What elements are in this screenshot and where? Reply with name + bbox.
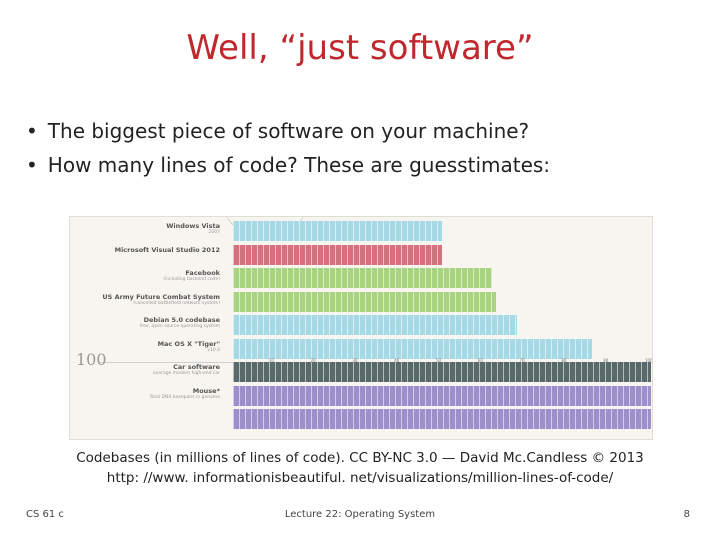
figure-caption: Codebases (in millions of lines of code)… [0, 448, 720, 488]
bar-row: Microsoft Visual Studio 2012 [70, 244, 652, 265]
bar [233, 362, 651, 382]
tick-label: 80 [561, 358, 567, 363]
bar [233, 291, 497, 312]
bullet-item: How many lines of code? These are guesst… [26, 148, 706, 182]
ruler-line [98, 362, 238, 363]
bar-label: US Army Future Combat System (cancelled b… [70, 292, 220, 307]
bar-subtitle: Total DNA basepairs in genome [149, 394, 220, 400]
bar [233, 268, 493, 288]
bar-name: Mac OS X "Tiger" [157, 339, 220, 348]
bar-name: Windows Vista [166, 222, 220, 230]
tick-label: 30 [352, 358, 358, 363]
bar-row [70, 409, 652, 429]
bar-name: US Army Future Combat System [102, 292, 220, 301]
bar-subtitle: 2007 [208, 230, 220, 235]
footer-lecture: Lecture 22: Operating System [284, 509, 436, 520]
ruler-label: 100 [76, 350, 107, 369]
slide-title: Well, “just software” [186, 28, 534, 68]
bar-name: Car software [173, 363, 220, 371]
tick-label: 20 [310, 358, 316, 363]
bar-label: Mac OS X "Tiger" v10.4 [70, 339, 220, 354]
bar [233, 385, 651, 406]
bar-row: US Army Future Combat System (cancelled b… [70, 291, 652, 312]
footer-page-number: 8 [683, 509, 690, 520]
footer-course: CS 61 c [26, 509, 64, 520]
bar-subtitle: free, open source operating system [139, 324, 220, 329]
tick-label: 70 [519, 358, 525, 363]
bar-name: Debian 5.0 codebase [143, 316, 220, 324]
bar-row: Mac OS X "Tiger" v10.4 [70, 338, 652, 359]
caption-url: http: //www. informationisbeautiful. net… [106, 470, 614, 486]
tick-label: 60 [477, 358, 483, 363]
bar-row: Windows Vista 2007 [70, 221, 652, 241]
caption-line: Codebases (in millions of lines of code)… [76, 450, 644, 466]
bar-row: Facebook (including backend code) [70, 268, 652, 288]
bar [233, 409, 651, 429]
bar-subtitle: (cancelled battlefield network system) [133, 300, 220, 306]
bar [233, 244, 442, 265]
bar-name: Microsoft Visual Studio 2012 [114, 245, 220, 254]
bar-label: Facebook (including backend code) [70, 269, 220, 283]
bar-row: Mouse* Total DNA basepairs in genome [70, 385, 652, 406]
tick-label: 90 [603, 358, 609, 363]
bar-label: Debian 5.0 codebase free, open source ope… [70, 316, 220, 330]
tick-label: 100 [645, 358, 653, 363]
bar-subtitle: v10.4 [207, 347, 220, 353]
bar-label: Car software average modern high-end car [70, 363, 220, 377]
bar-row: Debian 5.0 codebase free, open source ope… [70, 315, 652, 335]
bar [233, 221, 442, 241]
bar-subtitle: average modern high-end car [152, 371, 220, 376]
bar-row: Car software average modern high-end car [70, 362, 652, 382]
tick-label: 10 [268, 358, 274, 363]
tick-label: 50 [436, 358, 442, 363]
bar [233, 338, 593, 359]
bar-label: Windows Vista 2007 [70, 222, 220, 236]
bullet-list: The biggest piece of software on your ma… [26, 114, 706, 182]
tick-label: 40 [394, 358, 400, 363]
bar-subtitle: (including backend code) [163, 277, 220, 282]
bullet-item: The biggest piece of software on your ma… [26, 114, 706, 148]
bar-label: Mouse* Total DNA basepairs in genome [70, 386, 220, 401]
bar-label: Microsoft Visual Studio 2012 [70, 245, 220, 254]
codebase-chart: 100 Windows Vista 2007 Microsoft Visual St… [69, 216, 653, 440]
bar [233, 315, 518, 335]
bar-name: Facebook [185, 269, 220, 277]
bar-name: Mouse* [192, 386, 220, 395]
